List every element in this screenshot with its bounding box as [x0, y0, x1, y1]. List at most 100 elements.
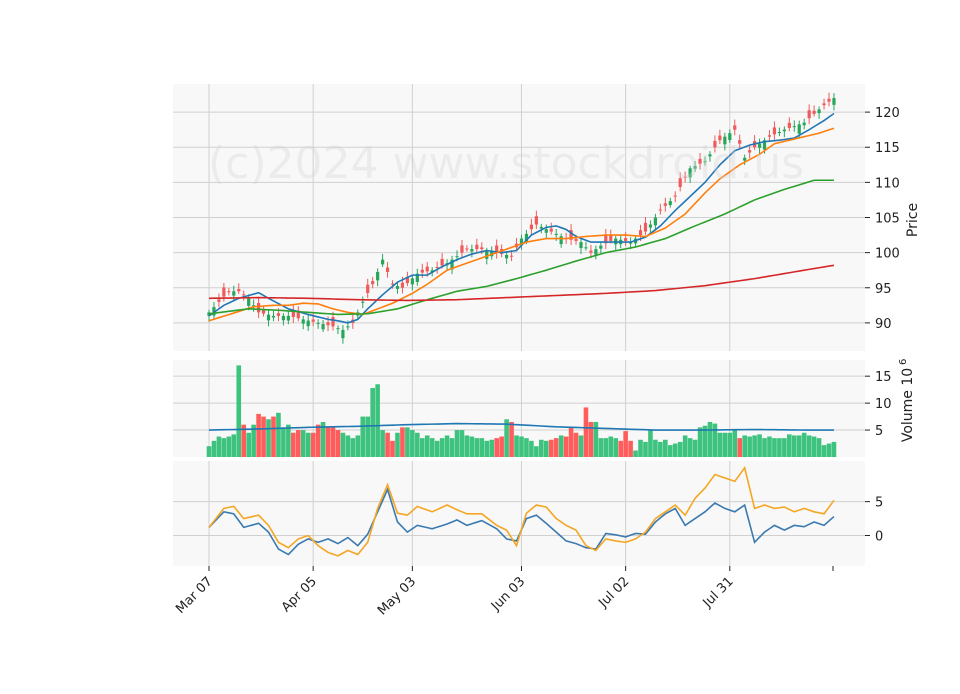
candle-body: [797, 124, 801, 134]
candle: [237, 283, 241, 294]
volume-bar: [246, 432, 251, 457]
y-tick-label: 90: [875, 317, 892, 332]
y-tick-label: 10: [875, 397, 892, 412]
volume-bar: [548, 439, 554, 457]
volume-bar: [598, 438, 604, 457]
candle: [678, 172, 682, 192]
volume-bar: [534, 446, 539, 457]
candle: [599, 241, 603, 254]
candle-body: [748, 150, 752, 153]
candle: [584, 241, 588, 251]
volume-bar: [375, 384, 380, 457]
x-tick-label: Mar 07: [173, 574, 216, 617]
candle: [757, 138, 762, 154]
volume-bar: [573, 432, 579, 457]
volume-bar: [568, 427, 574, 457]
candle-body: [559, 236, 563, 245]
candle-body: [336, 328, 340, 330]
candle: [822, 98, 826, 110]
candle: [663, 197, 667, 212]
volume-bar: [757, 434, 762, 457]
volume-bar: [494, 438, 499, 457]
volume-bar: [340, 432, 346, 457]
candle-body: [658, 209, 662, 211]
candle-body: [688, 168, 692, 178]
candle: [683, 171, 687, 183]
candle-body: [762, 140, 767, 150]
volume-bar: [221, 438, 227, 457]
candle: [217, 293, 221, 308]
candle: [415, 268, 419, 286]
candle-body: [257, 303, 261, 313]
candle-body: [792, 126, 796, 128]
volume-bar: [345, 435, 351, 457]
candle-body: [683, 176, 687, 178]
candle: [743, 154, 747, 165]
oscillator-panel: 05: [173, 461, 883, 566]
candle-body: [767, 135, 772, 137]
volume-bar: [365, 416, 371, 457]
volume-bar: [563, 436, 569, 457]
candle: [728, 129, 732, 144]
volume-bar: [241, 424, 247, 457]
candle-body: [584, 247, 588, 249]
y-tick-label: 120: [875, 106, 900, 121]
volume-bar: [593, 421, 599, 457]
volume-bar: [261, 416, 266, 457]
candle-body: [460, 245, 464, 253]
candle-body: [554, 233, 558, 236]
candle-body: [505, 254, 509, 259]
candle: [713, 135, 717, 153]
candle-body: [207, 312, 211, 316]
candle: [688, 165, 692, 184]
candle-body: [390, 283, 395, 285]
volume-bar: [767, 436, 772, 457]
volume-axis-label-text: Volume 10: [900, 368, 916, 442]
volume-bar: [266, 419, 271, 457]
volume-bar: [464, 435, 470, 457]
volume-bar: [514, 435, 519, 457]
candle: [306, 314, 310, 331]
candle: [296, 306, 300, 322]
candle-body: [594, 249, 598, 255]
candle-body: [420, 269, 424, 273]
candle-body: [544, 229, 548, 233]
candle-body: [237, 289, 241, 292]
x-tick-label: May 03: [375, 574, 419, 618]
moving-average-line-1: [208, 112, 835, 324]
volume-bar: [821, 445, 827, 457]
volume-bar: [539, 439, 544, 457]
volume-bar: [291, 432, 296, 457]
candle: [832, 93, 836, 111]
candle-body: [450, 259, 454, 270]
volume-axis-label: Volume 10 6: [898, 359, 916, 443]
volume-bar: [320, 421, 326, 457]
candle-body: [807, 110, 811, 119]
volume-bar: [206, 446, 212, 457]
candle: [812, 105, 816, 117]
candle-body: [708, 154, 712, 157]
candle: [281, 313, 285, 326]
volume-bar: [747, 436, 752, 457]
candle: [316, 319, 320, 329]
candle-body: [331, 317, 335, 327]
candle-body: [733, 125, 737, 130]
candle-body: [385, 267, 390, 272]
y-tick-label: 5: [875, 424, 883, 439]
volume-bar: [732, 430, 738, 457]
candle: [594, 245, 598, 260]
candle-body: [609, 234, 613, 241]
candle-body: [812, 110, 816, 114]
volume-bar: [424, 435, 430, 457]
candle-body: [440, 258, 444, 266]
candle: [395, 281, 400, 294]
candle-body: [589, 250, 593, 253]
volume-bar: [543, 440, 549, 457]
candle: [534, 210, 538, 229]
volume-bar: [667, 445, 673, 457]
candle-body: [415, 273, 419, 282]
candle-body: [381, 259, 385, 265]
moving-average-line-3: [208, 179, 834, 316]
